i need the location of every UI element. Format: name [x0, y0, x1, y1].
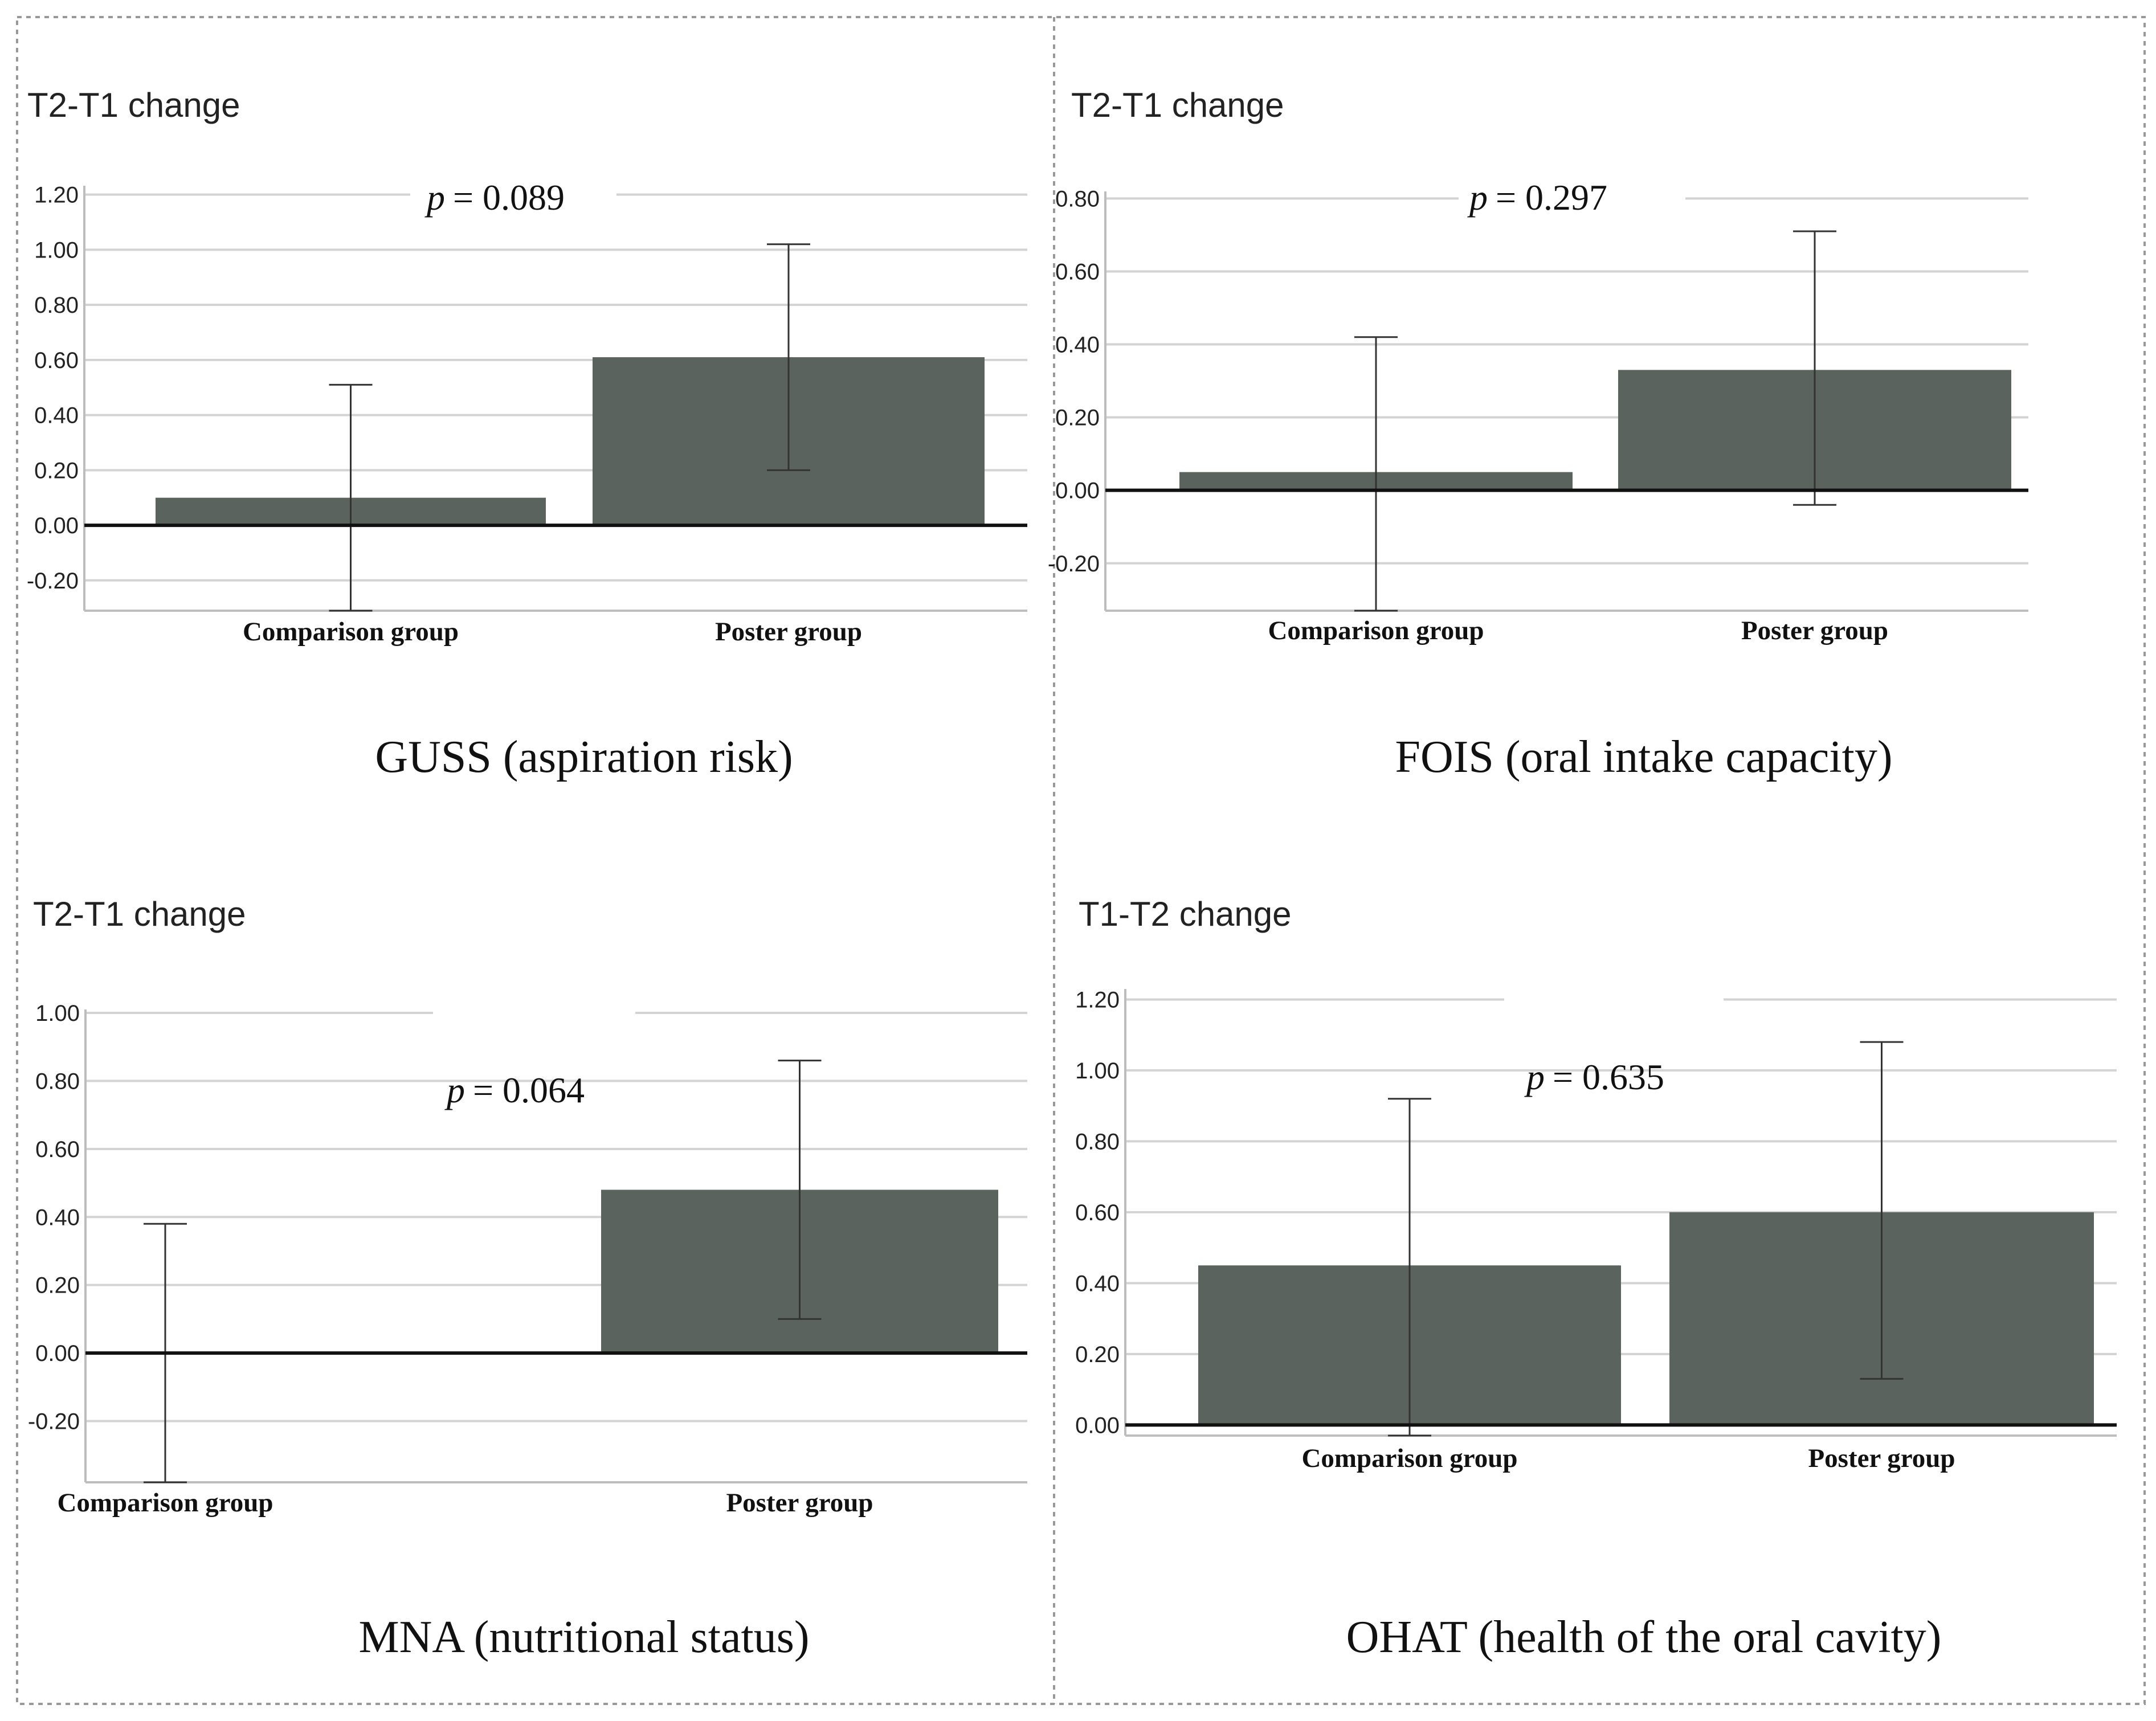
y-tick-label: 0.20: [34, 458, 79, 483]
y-tick-label: 1.20: [34, 183, 79, 208]
chart-title: GUSS (aspiration risk): [375, 732, 793, 782]
p-value-label: p = 0.635: [1524, 1057, 1664, 1097]
chart-guss: T2-T1 change -0.20 0.00 0.20 0.40 0.60 0.80 1.…: [27, 86, 1027, 782]
figure-border: [16, 16, 2146, 1705]
p-value-label: p = 0.064: [444, 1070, 585, 1110]
y-tick-label: 0.20: [1055, 406, 1100, 431]
y-tick-label: 0.00: [34, 513, 79, 538]
bars: [1105, 230, 2028, 612]
p-value-label: p = 0.297: [1467, 177, 1607, 218]
p-symbol: p: [1524, 1057, 1545, 1097]
bars: [85, 1060, 1027, 1483]
y-tick-label: 0.80: [34, 293, 79, 318]
y-tick-label: 0.40: [1055, 333, 1100, 358]
p-value: = 0.089: [453, 177, 565, 218]
y-tick-label: 0.60: [1075, 1200, 1120, 1225]
y-ticks: -0.20 0.00 0.20 0.40 0.60 0.80 1.00: [28, 1001, 80, 1434]
p-value-label: p = 0.089: [424, 177, 565, 218]
gridlines: [83, 186, 1027, 612]
chart-title: OHAT (health of the oral cavity): [1346, 1612, 1942, 1662]
x-categories: Comparison group Poster group: [1268, 616, 1888, 645]
y-tick-label: 0.40: [1075, 1271, 1120, 1296]
y-axis-label: T2-T1 change: [27, 86, 240, 124]
y-tick-label: 1.00: [34, 238, 79, 263]
chart-title: FOIS (oral intake capacity): [1395, 732, 1892, 782]
p-symbol: p: [1467, 177, 1488, 218]
y-tick-label: 0.20: [35, 1273, 80, 1298]
y-tick-label: 0.60: [34, 348, 79, 373]
x-category-label: Comparison group: [1268, 616, 1484, 645]
p-value: = 0.064: [473, 1070, 585, 1110]
chart-mna: T2-T1 change -0.20 0.00 0.20 0.40 0.60 0.80 1.…: [28, 895, 1027, 1662]
x-category-label: Comparison group: [57, 1488, 273, 1518]
y-tick-label: 0.00: [35, 1341, 80, 1366]
x-category-label: Poster group: [715, 617, 862, 647]
p-symbol: p: [424, 177, 445, 218]
y-tick-label: 0.20: [1075, 1342, 1120, 1367]
y-tick-label: 0.00: [1055, 479, 1100, 504]
x-categories: Comparison group Poster group: [1301, 1444, 1955, 1473]
y-tick-label: 1.20: [1075, 987, 1120, 1012]
y-tick-label: 1.00: [1075, 1058, 1120, 1084]
chart-ohat: T1-T2 change 0.00 0.20 0.40 0.60 0.80 1.00 1.2…: [1075, 895, 2117, 1662]
y-tick-label: 0.80: [1075, 1129, 1120, 1154]
p-value: = 0.297: [1496, 177, 1607, 218]
y-tick-label: -0.20: [27, 569, 79, 594]
x-category-label: Poster group: [1741, 616, 1888, 645]
y-tick-label: 0.00: [1075, 1413, 1120, 1438]
x-category-label: Poster group: [1808, 1444, 1955, 1473]
y-ticks: -0.20 0.00 0.20 0.40 0.60 0.80 1.00 1.20: [27, 183, 79, 594]
y-axis-label: T2-T1 change: [33, 895, 246, 933]
bars: [84, 243, 1027, 612]
y-tick-label: -0.20: [28, 1409, 80, 1434]
x-category-label: Poster group: [726, 1488, 873, 1518]
y-tick-label: 0.40: [34, 403, 79, 428]
y-tick-label: 1.00: [35, 1001, 80, 1026]
chart-fois: T2-T1 change -0.20 0.00 0.20 0.40 0.60 0.80 C…: [1048, 86, 2028, 782]
y-tick-label: 0.60: [35, 1137, 80, 1162]
y-tick-label: 0.60: [1055, 259, 1100, 284]
gridlines: [1104, 191, 2028, 612]
y-ticks: -0.20 0.00 0.20 0.40 0.60 0.80: [1048, 186, 1100, 576]
bars: [1125, 1041, 2117, 1437]
y-axis-label: T1-T2 change: [1079, 895, 1292, 933]
chart-title: MNA (nutritional status): [358, 1612, 809, 1662]
y-tick-label: 0.40: [35, 1205, 80, 1230]
x-category-label: Comparison group: [1301, 1444, 1517, 1473]
x-category-label: Comparison group: [243, 617, 459, 647]
x-categories: Comparison group Poster group: [243, 617, 862, 647]
p-symbol: p: [444, 1070, 465, 1110]
y-tick-label: 0.80: [1055, 186, 1100, 211]
x-categories: Comparison group Poster group: [57, 1488, 873, 1518]
y-tick-label: -0.20: [1048, 551, 1100, 577]
y-tick-label: 0.80: [35, 1069, 80, 1094]
p-value: = 0.635: [1553, 1057, 1664, 1097]
y-axis-label: T2-T1 change: [1071, 86, 1284, 124]
y-ticks: 0.00 0.20 0.40 0.60 0.80 1.00 1.20: [1075, 987, 1120, 1438]
